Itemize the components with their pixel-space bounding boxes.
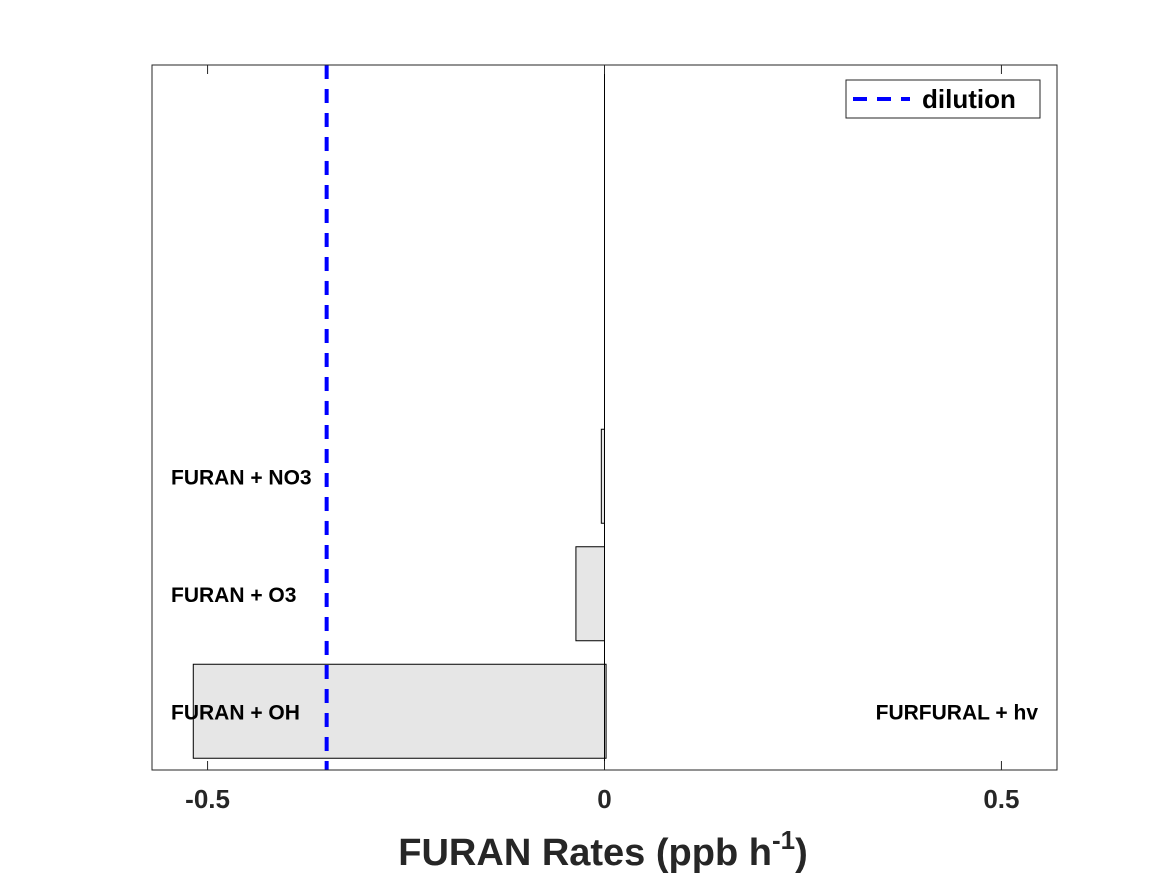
legend-label-dilution: dilution — [922, 84, 1016, 114]
x-tick-label-1: 0 — [597, 784, 611, 814]
bar-label-left-1: FURAN + O3 — [171, 584, 296, 607]
x-axis-title: FURAN Rates (ppb h-1) — [398, 825, 807, 874]
bar-label-left-0: FURAN + OH — [171, 701, 300, 724]
bar-label-left-2: FURAN + NO3 — [171, 466, 312, 489]
bar-left-1 — [575, 546, 606, 642]
x-tick-label-0: -0.5 — [185, 784, 230, 814]
x-ticks: -0.5 0 0.5 — [185, 65, 1020, 814]
bar-labels: FURAN + OH FURAN + O3 FURAN + NO3 FURFURAL … — [171, 466, 1038, 724]
legend: dilution — [845, 79, 1041, 119]
bar-label-right-0: FURFURAL + hv — [876, 701, 1039, 724]
bar-left-0 — [192, 663, 605, 759]
x-tick-label-2: 0.5 — [983, 784, 1019, 814]
